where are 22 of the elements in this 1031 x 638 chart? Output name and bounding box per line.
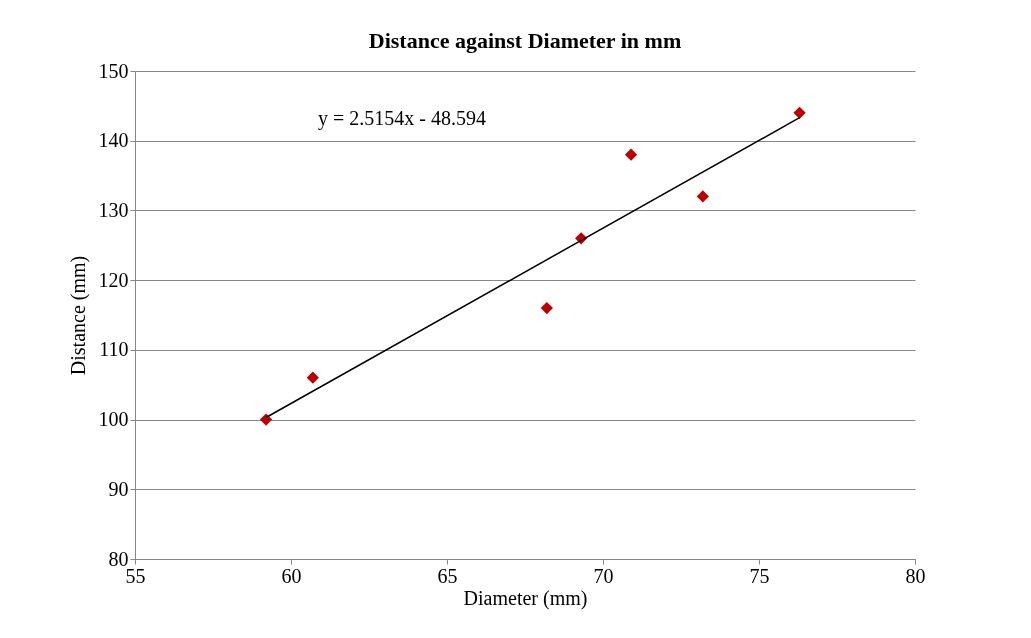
- point: [306, 371, 319, 384]
- y-tick-label: 110: [99, 338, 129, 361]
- y-tick-label: 130: [98, 198, 129, 221]
- x-tick-label: 70: [593, 564, 614, 587]
- y-tick-label: 120: [98, 268, 129, 291]
- y-tick-label: 80: [108, 547, 129, 570]
- x-tick-label: 75: [749, 564, 770, 587]
- x-tick-label: 80: [905, 564, 926, 587]
- annotation: y = 2.5154x - 48.594: [318, 107, 486, 130]
- point: [696, 190, 709, 203]
- point: [793, 106, 806, 119]
- point: [624, 148, 638, 161]
- x-tick-label: 65: [437, 564, 458, 587]
- y-axis-title: Distance (mm): [66, 255, 90, 376]
- y-tick-label: 140: [98, 129, 129, 152]
- x-tick-label: 60: [281, 564, 302, 587]
- chart-title: Distance against Diameter in mm: [368, 28, 682, 53]
- y-tick-label: 150: [98, 59, 129, 82]
- point: [540, 301, 553, 315]
- y-tick-label: 100: [98, 408, 129, 431]
- y-tick-label: 90: [108, 477, 129, 500]
- x-axis-title: Diameter (mm): [463, 586, 588, 610]
